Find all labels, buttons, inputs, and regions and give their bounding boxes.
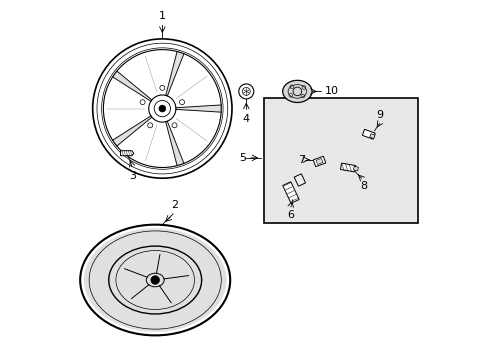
Text: 7: 7 [298,155,305,165]
Text: 8: 8 [360,181,366,191]
Polygon shape [176,105,221,112]
Polygon shape [282,182,299,203]
Polygon shape [313,156,325,167]
Text: 4: 4 [242,113,249,123]
Polygon shape [121,151,134,156]
Polygon shape [112,116,152,146]
Bar [264,98,417,223]
Text: 6: 6 [286,210,293,220]
Polygon shape [315,158,322,165]
Text: 10: 10 [324,86,338,96]
Polygon shape [353,166,358,171]
Circle shape [151,276,159,284]
Polygon shape [362,129,374,139]
Text: 1: 1 [159,11,165,21]
Text: 3: 3 [129,171,136,181]
Text: 5: 5 [239,153,246,163]
Polygon shape [294,174,305,186]
Polygon shape [165,121,183,166]
Text: 2: 2 [171,201,178,210]
Circle shape [159,105,165,112]
Polygon shape [369,134,374,139]
Text: 9: 9 [376,110,383,120]
Polygon shape [112,71,152,101]
Polygon shape [165,51,183,96]
Ellipse shape [83,228,226,332]
Ellipse shape [283,81,311,102]
Polygon shape [340,163,355,172]
